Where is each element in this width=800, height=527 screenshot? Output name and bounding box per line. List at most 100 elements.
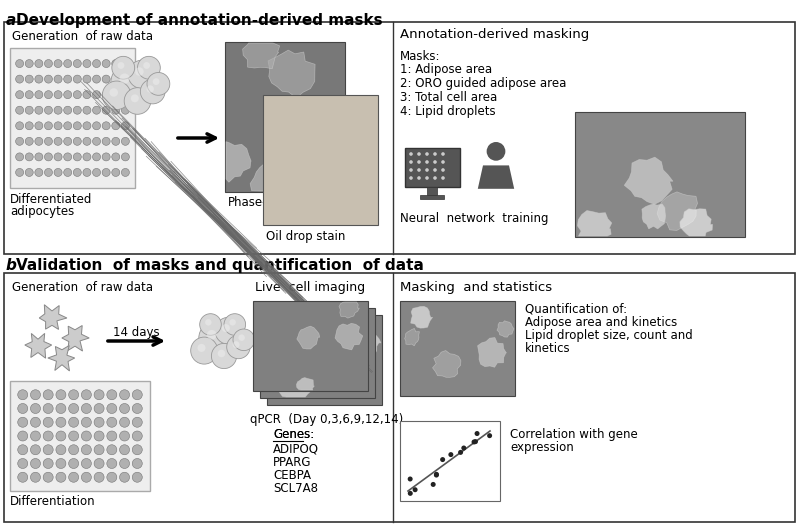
Circle shape	[153, 78, 159, 85]
Circle shape	[128, 60, 157, 89]
Polygon shape	[170, 170, 346, 339]
Circle shape	[30, 472, 41, 482]
Circle shape	[26, 122, 34, 130]
Circle shape	[93, 60, 101, 67]
Circle shape	[64, 75, 72, 83]
Circle shape	[18, 472, 28, 482]
Polygon shape	[250, 161, 291, 191]
Polygon shape	[81, 82, 284, 291]
Text: 2: ORO guided adipose area: 2: ORO guided adipose area	[400, 77, 566, 90]
Circle shape	[409, 152, 413, 156]
Circle shape	[26, 91, 34, 99]
Circle shape	[146, 85, 154, 93]
Circle shape	[207, 330, 217, 339]
Circle shape	[93, 75, 101, 83]
Circle shape	[45, 122, 53, 130]
Circle shape	[74, 153, 82, 161]
Circle shape	[69, 458, 78, 469]
Circle shape	[83, 60, 91, 67]
Circle shape	[45, 138, 53, 145]
Circle shape	[112, 60, 120, 67]
Circle shape	[132, 458, 142, 469]
Text: Masking  and statistics: Masking and statistics	[400, 281, 552, 294]
Circle shape	[69, 431, 78, 441]
Circle shape	[119, 417, 130, 427]
Polygon shape	[578, 210, 612, 236]
Text: kinetics: kinetics	[525, 342, 570, 355]
Circle shape	[35, 91, 43, 99]
Circle shape	[94, 445, 104, 455]
Circle shape	[486, 142, 506, 161]
Bar	[225, 42, 345, 192]
Bar	[10, 48, 135, 188]
Circle shape	[230, 319, 236, 326]
Circle shape	[408, 491, 413, 496]
Circle shape	[83, 153, 91, 161]
Circle shape	[83, 122, 91, 130]
Circle shape	[16, 138, 24, 145]
Text: Annotation-derived masking: Annotation-derived masking	[400, 28, 590, 41]
Polygon shape	[48, 346, 74, 371]
Circle shape	[30, 417, 41, 427]
Circle shape	[131, 94, 139, 102]
Circle shape	[54, 153, 62, 161]
Circle shape	[82, 390, 91, 400]
Text: Neural  network  training: Neural network training	[400, 212, 549, 225]
Polygon shape	[168, 164, 332, 326]
Circle shape	[16, 91, 24, 99]
Circle shape	[474, 431, 479, 436]
Polygon shape	[85, 89, 298, 303]
Circle shape	[35, 153, 43, 161]
Circle shape	[102, 169, 110, 177]
Circle shape	[122, 169, 130, 177]
Circle shape	[132, 404, 142, 414]
Polygon shape	[433, 350, 461, 377]
Circle shape	[458, 450, 463, 455]
Circle shape	[82, 404, 91, 414]
Polygon shape	[410, 306, 433, 328]
Circle shape	[471, 440, 477, 444]
Circle shape	[119, 458, 130, 469]
Polygon shape	[151, 141, 239, 242]
Circle shape	[16, 153, 24, 161]
Polygon shape	[162, 167, 358, 353]
Circle shape	[442, 160, 445, 164]
Polygon shape	[478, 338, 506, 367]
Circle shape	[102, 91, 110, 99]
Circle shape	[107, 390, 117, 400]
Bar	[263, 95, 378, 225]
Polygon shape	[196, 191, 342, 344]
Circle shape	[226, 335, 250, 359]
Bar	[4, 22, 795, 254]
Polygon shape	[175, 182, 294, 286]
Polygon shape	[339, 302, 359, 318]
Circle shape	[93, 106, 101, 114]
Polygon shape	[184, 189, 367, 366]
Circle shape	[112, 75, 120, 83]
Circle shape	[408, 476, 413, 482]
Text: Quantification of:: Quantification of:	[525, 303, 627, 316]
Polygon shape	[206, 201, 344, 343]
Polygon shape	[98, 92, 265, 267]
Circle shape	[112, 169, 120, 177]
Circle shape	[110, 88, 118, 97]
Circle shape	[18, 458, 28, 469]
Circle shape	[132, 417, 142, 427]
Circle shape	[18, 404, 28, 414]
Circle shape	[199, 322, 231, 354]
Circle shape	[434, 473, 439, 477]
Polygon shape	[316, 325, 332, 339]
Text: Lipid droplet size, count and: Lipid droplet size, count and	[525, 329, 693, 342]
Circle shape	[35, 169, 43, 177]
Circle shape	[83, 91, 91, 99]
Circle shape	[83, 75, 91, 83]
Circle shape	[93, 153, 101, 161]
Polygon shape	[170, 170, 352, 357]
Circle shape	[26, 106, 34, 114]
Circle shape	[434, 168, 437, 172]
Bar	[260, 308, 375, 398]
Polygon shape	[172, 175, 361, 364]
Bar	[400, 301, 515, 396]
Circle shape	[215, 317, 242, 344]
Circle shape	[487, 433, 492, 438]
